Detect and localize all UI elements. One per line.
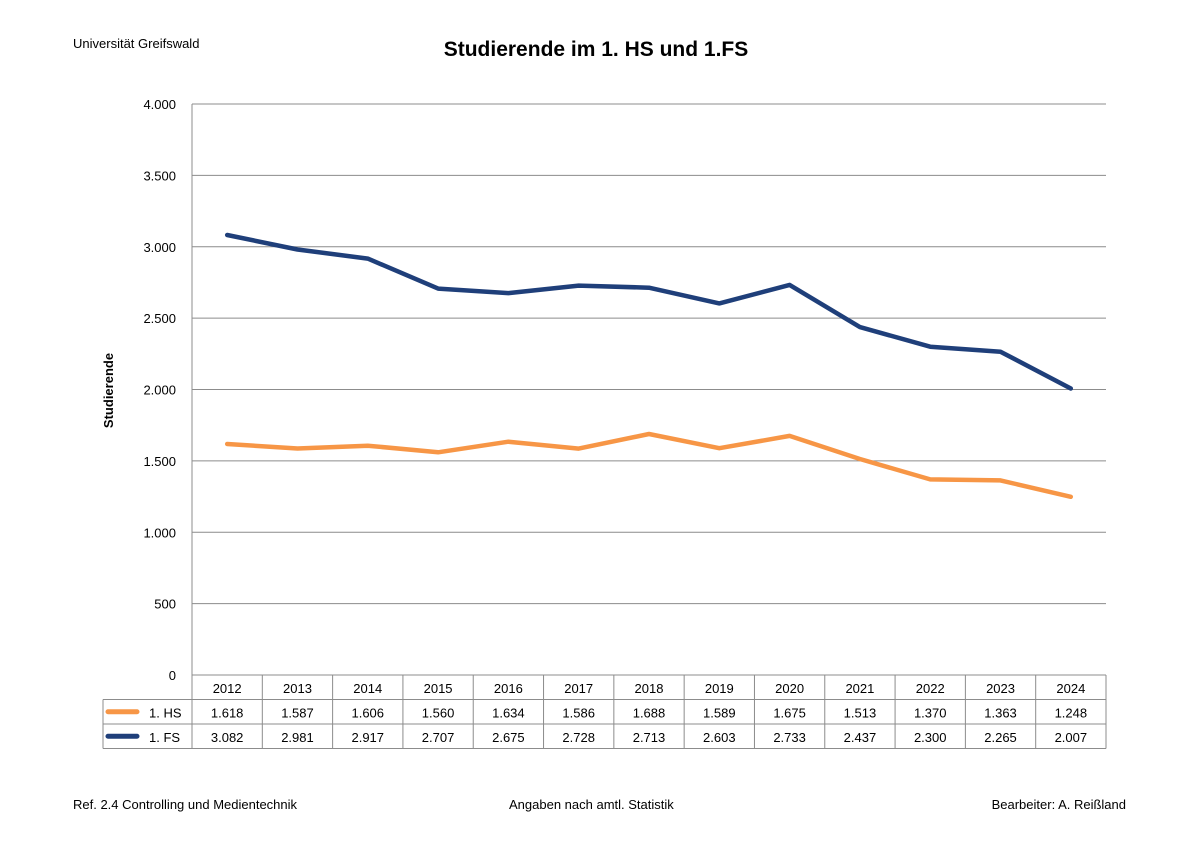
data-table-value: 2.265 bbox=[984, 730, 1017, 745]
x-category-label: 2019 bbox=[705, 681, 734, 696]
data-table-value: 1.370 bbox=[914, 706, 947, 721]
data-table-value: 2.713 bbox=[633, 730, 666, 745]
data-table-value: 1.560 bbox=[422, 706, 455, 721]
y-tick-label: 4.000 bbox=[143, 97, 176, 112]
data-table-value: 2.707 bbox=[422, 730, 455, 745]
y-axis-title: Studierende bbox=[101, 353, 116, 428]
x-category-label: 2024 bbox=[1056, 681, 1085, 696]
x-category-label: 2018 bbox=[635, 681, 664, 696]
x-category-label: 2015 bbox=[424, 681, 453, 696]
footer-source: Angaben nach amtl. Statistik bbox=[509, 797, 674, 812]
data-table-value: 1.513 bbox=[844, 706, 877, 721]
x-category-label: 2017 bbox=[564, 681, 593, 696]
data-table-value: 2.733 bbox=[773, 730, 806, 745]
data-table-value: 1.248 bbox=[1055, 706, 1088, 721]
data-table-value: 1.589 bbox=[703, 706, 736, 721]
data-table-value: 1.675 bbox=[773, 706, 806, 721]
x-category-label: 2021 bbox=[845, 681, 874, 696]
data-table-value: 2.603 bbox=[703, 730, 736, 745]
data-table-value: 1.634 bbox=[492, 706, 525, 721]
y-tick-label: 1.500 bbox=[143, 454, 176, 469]
data-table-value: 1.363 bbox=[984, 706, 1017, 721]
legend-label: 1. FS bbox=[149, 730, 180, 745]
data-table-value: 2.981 bbox=[281, 730, 314, 745]
y-tick-label: 500 bbox=[154, 597, 176, 612]
x-category-label: 2012 bbox=[213, 681, 242, 696]
data-table-value: 3.082 bbox=[211, 730, 244, 745]
legend-label: 1. HS bbox=[149, 706, 182, 721]
y-tick-label: 0 bbox=[169, 668, 176, 683]
data-table-value: 2.300 bbox=[914, 730, 947, 745]
y-tick-label: 3.500 bbox=[143, 168, 176, 183]
y-tick-label: 2.500 bbox=[143, 311, 176, 326]
y-tick-label: 3.000 bbox=[143, 240, 176, 255]
chart-title: Studierende im 1. HS und 1.FS bbox=[443, 38, 749, 61]
data-table-value: 1.606 bbox=[351, 706, 384, 721]
y-tick-label: 2.000 bbox=[143, 383, 176, 398]
x-category-label: 2020 bbox=[775, 681, 804, 696]
x-category-label: 2013 bbox=[283, 681, 312, 696]
series-line bbox=[224, 431, 1074, 500]
data-table-value: 2.007 bbox=[1055, 730, 1088, 745]
data-table-value: 2.917 bbox=[351, 730, 384, 745]
data-table-value: 2.675 bbox=[492, 730, 525, 745]
data-table-value: 1.688 bbox=[633, 706, 666, 721]
series-line bbox=[224, 232, 1074, 391]
data-table-value: 1.587 bbox=[281, 706, 314, 721]
x-category-label: 2022 bbox=[916, 681, 945, 696]
institution-label: Universität Greifswald bbox=[73, 36, 200, 51]
y-tick-label: 1.000 bbox=[143, 525, 176, 540]
data-table-value: 1.618 bbox=[211, 706, 244, 721]
data-table-value: 2.728 bbox=[562, 730, 595, 745]
data-table-value: 2.437 bbox=[844, 730, 877, 745]
x-category-label: 2016 bbox=[494, 681, 523, 696]
x-category-label: 2023 bbox=[986, 681, 1015, 696]
footer-department: Ref. 2.4 Controlling und Medientechnik bbox=[73, 797, 298, 812]
x-category-label: 2014 bbox=[353, 681, 382, 696]
data-table-value: 1.586 bbox=[562, 706, 595, 721]
footer-editor: Bearbeiter: A. Reißland bbox=[991, 797, 1126, 812]
